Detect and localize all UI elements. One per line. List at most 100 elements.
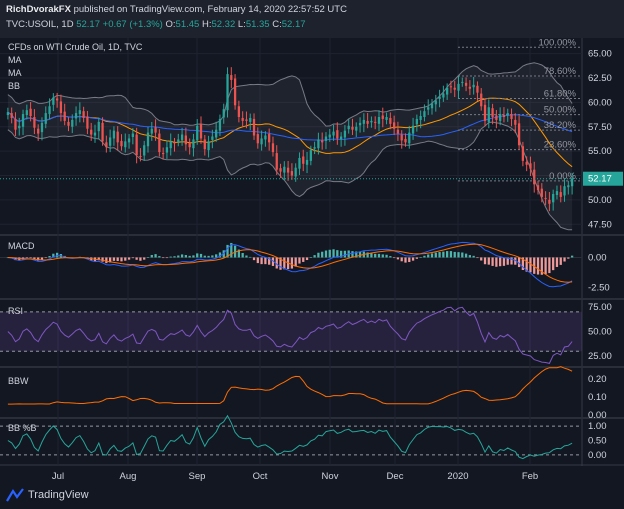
candle-body (18, 125, 21, 129)
candle-body (165, 147, 169, 153)
macd-histogram-bar (108, 257, 112, 263)
ma-legend-2[interactable]: MA (8, 68, 22, 78)
candle-body (343, 130, 347, 138)
macd-histogram-bar (116, 257, 119, 262)
macd-histogram-bar (192, 255, 195, 258)
price-change: +0.67 (+1.3%) (102, 19, 163, 30)
candle-body (105, 142, 108, 148)
rsi-legend[interactable]: RSI (8, 306, 24, 316)
candle-body (44, 113, 47, 124)
candle-body (108, 137, 112, 146)
macd-histogram-bar (203, 255, 206, 258)
bb-legend[interactable]: BB (8, 81, 21, 91)
bbpct-legend[interactable]: BB %B (8, 423, 37, 433)
macd-histogram-bar (385, 254, 388, 258)
bbw-axis-label: 0.00 (588, 410, 607, 421)
candle-body (461, 81, 464, 83)
macd-legend[interactable]: MACD (8, 241, 35, 251)
macd-histogram-bar (567, 257, 570, 259)
candle-body (298, 157, 301, 169)
symbol-name[interactable]: TVC:USOIL, 1D (6, 19, 74, 30)
candle-body (336, 130, 339, 139)
candle-body (483, 104, 487, 121)
author-name[interactable]: RichDvorakFX (6, 4, 71, 15)
macd-histogram-bar (124, 257, 127, 261)
macd-histogram-bar (120, 257, 123, 262)
candle-body (55, 98, 59, 101)
candle-body (457, 83, 460, 91)
macd-histogram-bar (555, 257, 559, 267)
candle-body (491, 108, 494, 117)
chart-header: RichDvorakFX published on TradingView.co… (0, 0, 624, 38)
candle-body (521, 146, 525, 161)
macd-histogram-bar (180, 254, 184, 258)
candle-body (339, 136, 343, 140)
macd-histogram-bar (404, 257, 407, 263)
macd-histogram-bar (279, 257, 282, 270)
candle-body (392, 122, 396, 129)
ma-legend-1[interactable]: MA (8, 55, 22, 65)
publish-line: RichDvorakFX published on TradingView.co… (6, 4, 347, 15)
bbw-axis-label: 0.10 (588, 392, 607, 403)
macd-histogram-bar (112, 257, 116, 261)
candle-body (252, 118, 256, 136)
macd-histogram-bar (97, 257, 100, 261)
low-label: L: (237, 19, 246, 30)
candle-body (192, 139, 195, 149)
candle-body (544, 197, 547, 199)
macd-histogram-bar (44, 257, 47, 259)
time-axis-label: Nov (322, 471, 339, 482)
candle-body (381, 115, 384, 119)
macd-histogram-bar (506, 257, 509, 265)
bbpct-axis-label: 1.00 (588, 421, 607, 432)
candle-body (464, 82, 468, 86)
macd-histogram-bar (339, 250, 343, 258)
macd-histogram-bar (570, 255, 574, 258)
time-axis-label: Dec (387, 471, 404, 482)
fibonacci-level-label: 50.00% (544, 105, 577, 116)
macd-histogram-bar (283, 257, 286, 270)
candle-body (351, 126, 354, 130)
tradingview-logo[interactable]: TradingView (6, 486, 89, 504)
macd-histogram-bar (37, 257, 40, 261)
candle-body (366, 120, 369, 124)
candle-body (120, 140, 123, 147)
high-value: 52.32 (211, 19, 236, 30)
candle-body (377, 117, 381, 124)
macd-histogram-bar (40, 257, 44, 260)
rsi-axis-label: 75.00 (588, 302, 612, 313)
bbw-legend[interactable]: BBW (8, 376, 29, 386)
macd-histogram-bar (430, 253, 434, 258)
candle-body (116, 131, 119, 143)
fibonacci-level-label: 38.20% (544, 120, 577, 131)
bollinger-upper-line (7, 62, 573, 127)
macd-histogram-bar (215, 254, 218, 258)
macd-histogram-bar (252, 257, 256, 261)
time-axis-label: Aug (120, 471, 137, 482)
price-axis-label: 60.00 (588, 97, 612, 108)
macd-histogram-bar (146, 257, 150, 258)
macd-histogram-bar (211, 255, 214, 258)
macd-histogram-bar (415, 257, 418, 259)
candle-body (555, 191, 559, 195)
candle-body (154, 127, 157, 133)
macd-histogram-bar (143, 257, 146, 260)
macd-histogram-bar (427, 254, 430, 258)
candle-body (215, 129, 218, 138)
macd-histogram-bar (158, 256, 161, 258)
candle-body (52, 97, 55, 105)
macd-histogram-bar (480, 257, 483, 261)
price-axis-label: 50.00 (588, 195, 612, 206)
candle-body (468, 86, 472, 89)
macd-histogram-bar (358, 251, 362, 258)
macd-histogram-bar (139, 257, 142, 261)
candle-body (29, 108, 32, 117)
macd-histogram-bar (355, 251, 358, 258)
price-chart[interactable]: 47.5050.0052.5055.0057.5060.0062.5065.00… (0, 38, 624, 486)
indicator-title: CFDs on WTI Crude Oil, 1D, TVC (8, 42, 143, 52)
candle-body (162, 153, 165, 155)
macd-histogram-bar (207, 255, 210, 258)
macd-histogram-bar (48, 256, 51, 258)
macd-histogram-bar (457, 252, 460, 258)
price-axis-label: 57.50 (588, 122, 612, 133)
